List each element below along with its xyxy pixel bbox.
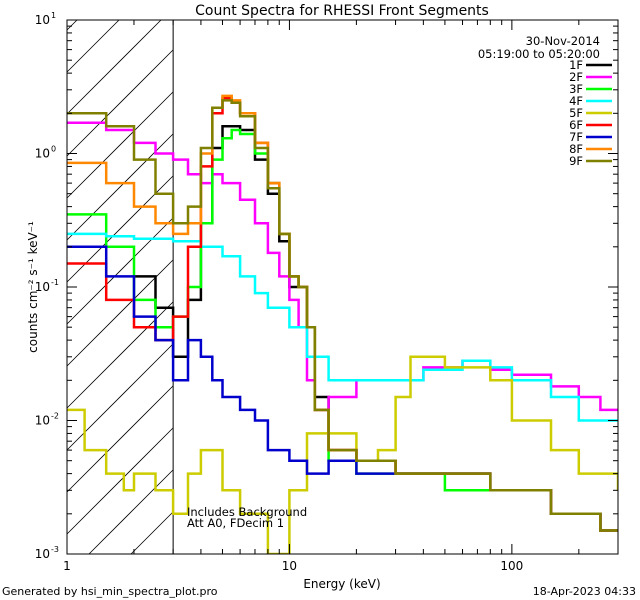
series-line-4F xyxy=(67,232,618,422)
series-line-6F xyxy=(67,96,618,532)
y-tick-exponent: 0 xyxy=(51,145,56,154)
x-tick-label: 10 xyxy=(282,559,297,573)
y-tick-exponent: -3 xyxy=(51,545,59,554)
y-tick-exponent: -1 xyxy=(51,278,59,287)
series-layer xyxy=(67,94,618,554)
y-tick-exponent: 1 xyxy=(51,11,56,20)
x-tick-label: 1 xyxy=(63,559,71,573)
series-line-9F xyxy=(67,99,618,532)
chart-title: Count Spectra for RHESSI Front Segments xyxy=(195,3,489,19)
y-tick-label: 10 xyxy=(35,280,50,294)
series-line-8F xyxy=(67,94,618,532)
y-tick-label: 10 xyxy=(35,13,50,27)
legend-label-4F: 4F xyxy=(569,94,583,108)
y-axis-label: counts cm⁻² s⁻¹ keV⁻¹ xyxy=(26,221,40,353)
hatched-region xyxy=(66,19,174,555)
series-line-1F xyxy=(134,124,618,532)
legend-label-2F: 2F xyxy=(569,70,583,84)
x-tick-label: 100 xyxy=(500,559,523,573)
legend-label-9F: 9F xyxy=(569,154,583,168)
series-line-7F xyxy=(67,245,618,532)
legend-label-8F: 8F xyxy=(569,142,583,156)
hatch-lines xyxy=(66,19,174,555)
legend-label-1F: 1F xyxy=(569,58,583,72)
footer-generated-by: Generated by hsi_min_spectra_plot.pro xyxy=(2,585,218,598)
legend-label-7F: 7F xyxy=(569,130,583,144)
legend-date: 30-Nov-2014 xyxy=(526,34,600,48)
y-tick-label: 10 xyxy=(35,547,50,561)
series-line-2F xyxy=(67,121,618,412)
y-tick-label: 10 xyxy=(35,147,50,161)
annotation-attenuator: Att A0, FDecim 1 xyxy=(187,516,284,530)
legend-label-5F: 5F xyxy=(569,106,583,120)
legend-time-range: 05:19:00 to 05:20:00 xyxy=(478,47,600,61)
series-line-3F xyxy=(67,128,618,532)
x-axis-label: Energy (keV) xyxy=(303,577,380,591)
legend-label-6F: 6F xyxy=(569,118,583,132)
legend-label-3F: 3F xyxy=(569,82,583,96)
y-tick-exponent: -2 xyxy=(51,412,59,421)
series-line-5F xyxy=(67,355,618,554)
footer-timestamp: 18-Apr-2023 04:33 xyxy=(533,585,636,598)
annotation-background: Includes Background xyxy=(187,505,307,519)
y-tick-label: 10 xyxy=(35,414,50,428)
